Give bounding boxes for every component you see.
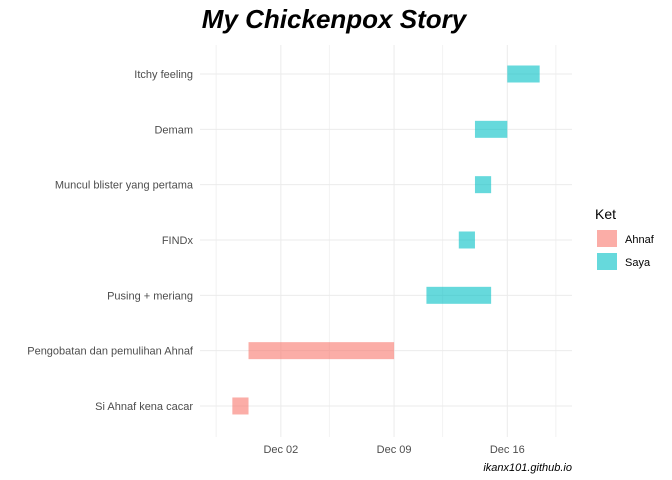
y-tick-label: Pengobatan dan pemulihan Ahnaf: [27, 346, 194, 358]
y-tick-label: Pusing + meriang: [107, 290, 193, 302]
y-tick-label: Si Ahnaf kena cacar: [95, 401, 193, 413]
legend: Ket Ahnaf Saya: [595, 206, 655, 270]
gantt-bar: [458, 231, 475, 249]
gantt-bar: [474, 176, 492, 194]
gantt-bar: [426, 286, 492, 304]
y-tick-label: Muncul blister yang pertama: [55, 180, 194, 192]
legend-label: Saya: [625, 257, 651, 269]
gantt-bar: [232, 397, 249, 415]
legend-key: [597, 230, 617, 247]
chart-caption: ikanx101.github.io: [483, 462, 572, 474]
bars: [232, 65, 540, 415]
x-axis-labels: Dec 02 Dec 09 Dec 16: [263, 444, 524, 456]
chart-title: My Chickenpox Story: [202, 4, 468, 34]
legend-label: Ahnaf: [625, 234, 655, 246]
y-tick-label: Demam: [154, 124, 193, 136]
legend-title: Ket: [595, 206, 616, 222]
y-tick-label: Itchy feeling: [134, 69, 193, 81]
y-axis-labels: Itchy feeling Demam Muncul blister yang pe…: [27, 69, 194, 413]
legend-key: [597, 253, 617, 270]
grid: [200, 45, 572, 437]
gantt-bar: [474, 120, 508, 138]
x-tick-label: Dec 09: [377, 444, 412, 456]
x-tick-label: Dec 02: [263, 444, 298, 456]
y-tick-label: FINDx: [162, 235, 194, 247]
x-tick-label: Dec 16: [490, 444, 525, 456]
gantt-bar: [248, 342, 395, 360]
gantt-bar: [507, 65, 540, 83]
